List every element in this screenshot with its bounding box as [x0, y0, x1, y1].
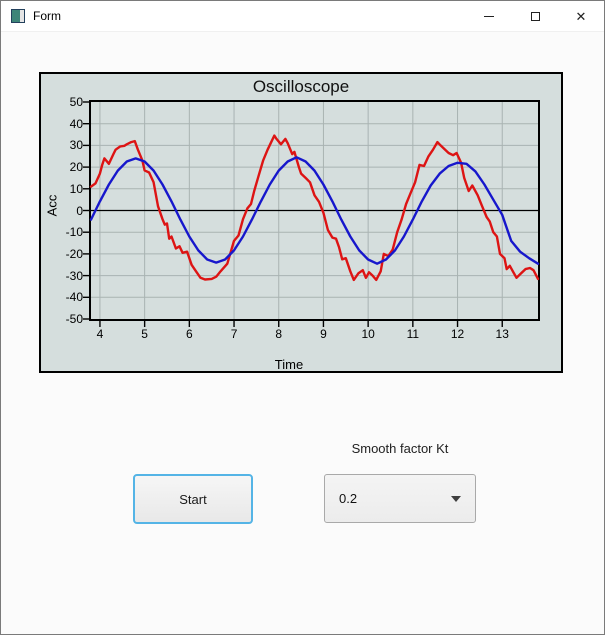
y-tick-label: 20: [69, 160, 83, 175]
smoothed-signal-line: [89, 156, 540, 265]
y-tick-label: -30: [65, 268, 83, 283]
y-tick-label: -40: [65, 290, 83, 305]
window-title: Form: [33, 9, 61, 23]
x-tick-label: 8: [275, 327, 283, 341]
plot-canvas: [83, 100, 540, 327]
y-tick-label: 30: [69, 138, 83, 153]
x-tick-label: 7: [230, 327, 238, 341]
x-tick-label: 10: [361, 327, 375, 341]
x-tick-label: 12: [450, 327, 465, 341]
x-tick-label: 13: [495, 327, 509, 341]
chart-title: Oscilloscope: [252, 77, 350, 96]
form-window-icon: [11, 9, 25, 23]
close-icon: ✕: [575, 8, 587, 24]
x-tick-label: 5: [141, 327, 148, 341]
close-button[interactable]: ✕: [558, 1, 604, 32]
x-tick-label: 4: [96, 327, 104, 341]
start-button[interactable]: Start: [133, 474, 253, 524]
oscilloscope-widget: Oscilloscope Acc Time 50 40 30 20 10 0 -10 -20-…: [39, 72, 563, 373]
combobox-value: 0.2: [339, 491, 358, 506]
y-tick-label: -50: [65, 312, 83, 326]
maximize-button[interactable]: [512, 1, 558, 32]
plot-svg: [83, 101, 540, 327]
maximize-icon: [530, 11, 540, 21]
y-tick-label: 50: [69, 95, 83, 109]
x-tick-label: 9: [320, 327, 327, 341]
y-tick-label: 40: [69, 116, 83, 131]
x-axis-label: Time: [274, 357, 304, 372]
smooth-factor-combobox[interactable]: 0.2: [324, 474, 476, 523]
y-tick-label: 0: [76, 203, 83, 218]
minimize-icon: [484, 15, 494, 17]
smooth-factor-label: Smooth factor Kt: [351, 441, 449, 456]
x-tick-label: 11: [406, 327, 420, 341]
y-tick-label: -20: [65, 246, 83, 261]
y-tick-label: 10: [69, 181, 83, 196]
titlebar[interactable]: Form ✕: [1, 1, 604, 32]
minimize-button[interactable]: [466, 1, 512, 32]
y-tick-label: -10: [65, 225, 83, 240]
raw-signal-line: [89, 134, 540, 282]
chevron-down-icon: [451, 495, 461, 502]
x-tick-label: 6: [185, 327, 193, 341]
